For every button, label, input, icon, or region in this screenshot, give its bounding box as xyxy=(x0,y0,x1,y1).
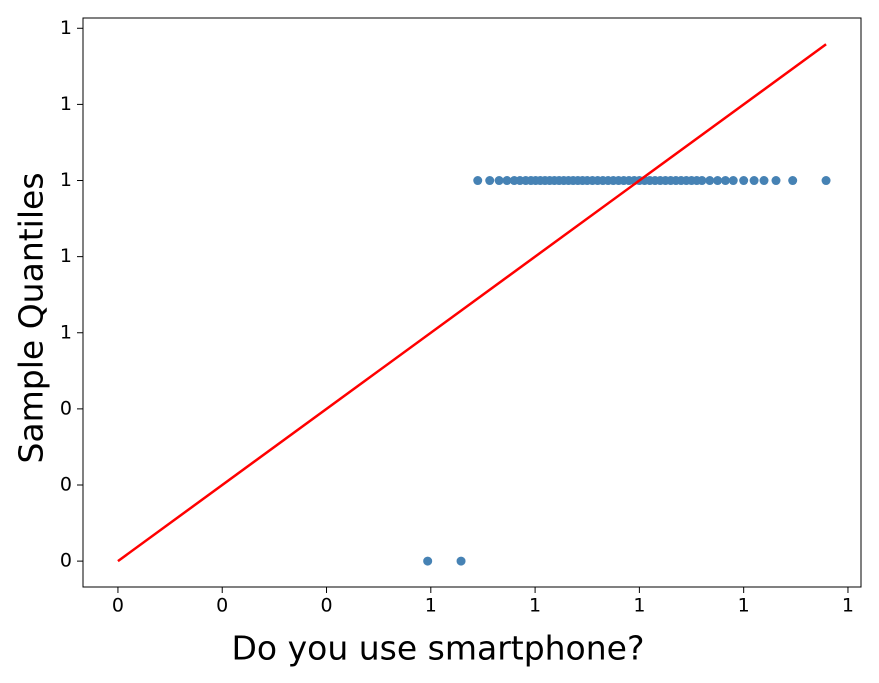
x-tick-label: 1 xyxy=(738,595,750,617)
y-tick-label: 0 xyxy=(60,397,72,419)
point xyxy=(720,176,730,186)
x-tick-label: 1 xyxy=(529,595,541,617)
y-tick-label: 1 xyxy=(60,17,72,39)
point xyxy=(771,176,781,186)
point xyxy=(788,176,798,186)
reference-line xyxy=(117,43,827,563)
y-tick-label: 0 xyxy=(60,550,72,572)
x-tick-label: 1 xyxy=(633,595,645,617)
y-tick-label: 1 xyxy=(60,93,72,115)
point xyxy=(705,176,715,186)
point xyxy=(456,556,466,566)
y-axis-label: Sample Quantiles xyxy=(12,172,51,463)
point xyxy=(749,176,759,186)
x-tick-label: 0 xyxy=(320,595,332,617)
y-tick-label: 0 xyxy=(60,473,72,495)
x-tick-label: 0 xyxy=(216,595,228,617)
x-tick-label: 1 xyxy=(842,595,854,617)
point xyxy=(502,176,512,186)
x-tick-label: 1 xyxy=(425,595,437,617)
point xyxy=(485,176,495,186)
point xyxy=(494,176,504,186)
point xyxy=(739,176,749,186)
y-tick-label: 1 xyxy=(60,169,72,191)
point xyxy=(423,556,433,566)
point xyxy=(473,176,483,186)
point xyxy=(713,176,723,186)
point xyxy=(728,176,738,186)
point xyxy=(759,176,769,186)
y-tick-label: 1 xyxy=(60,321,72,343)
plot-frame xyxy=(82,17,862,588)
x-tick-label: 0 xyxy=(112,595,124,617)
point xyxy=(697,176,707,186)
x-axis-label: Do you use smartphone? xyxy=(232,629,645,668)
y-tick-label: 1 xyxy=(60,245,72,267)
point xyxy=(821,176,831,186)
